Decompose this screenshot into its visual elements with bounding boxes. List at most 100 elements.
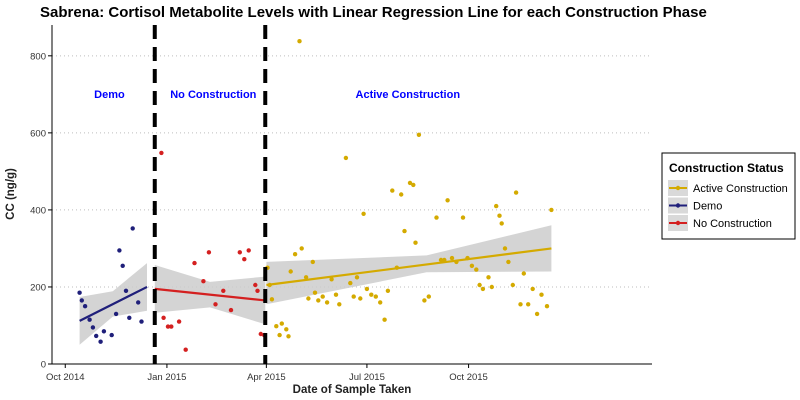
data-point	[320, 294, 325, 299]
data-point	[310, 259, 315, 265]
data-point	[489, 284, 494, 290]
data-point	[506, 259, 511, 265]
data-point	[136, 300, 141, 305]
data-point	[176, 319, 182, 324]
data-point	[486, 275, 491, 280]
data-point	[460, 215, 466, 220]
data-point	[394, 265, 399, 270]
data-point	[422, 298, 427, 303]
data-point	[253, 282, 258, 288]
data-point	[449, 255, 455, 261]
data-point	[201, 279, 206, 284]
data-point	[120, 263, 125, 268]
x-axis-ticks: Oct 2014 Jan 2015 Apr 2015 Jul 2015 Oct 2015	[46, 364, 488, 383]
data-point	[267, 282, 272, 288]
data-point	[358, 296, 363, 301]
y-tick-label: 800	[30, 51, 46, 62]
data-point	[497, 213, 502, 218]
data-point	[416, 132, 422, 137]
phase-label: No Construction	[170, 89, 256, 101]
x-tick-label: Oct 2014	[46, 372, 85, 383]
data-point	[530, 286, 535, 292]
data-point	[130, 226, 135, 231]
data-point	[526, 302, 531, 307]
data-point	[113, 311, 119, 317]
data-point	[445, 198, 450, 203]
data-point	[303, 275, 309, 280]
regression-line-demo	[79, 285, 148, 322]
data-point	[465, 255, 470, 261]
data-point	[361, 211, 366, 216]
x-tick-label: Apr 2015	[247, 372, 286, 383]
data-point	[426, 294, 431, 299]
data-point	[518, 302, 523, 307]
data-point	[480, 286, 486, 292]
data-point	[274, 324, 279, 329]
data-point	[279, 321, 284, 326]
data-point	[246, 248, 251, 253]
y-axis-ticks: 0 200 400 600 800	[30, 51, 52, 371]
data-point	[101, 329, 107, 334]
x-axis-title: Date of Sample Taken	[293, 384, 412, 396]
data-point	[77, 290, 82, 295]
data-point	[373, 294, 378, 299]
data-point	[255, 288, 260, 293]
y-tick-label: 200	[30, 282, 46, 293]
data-point	[221, 288, 226, 293]
data-point	[348, 280, 353, 286]
data-point	[499, 221, 504, 226]
data-point	[94, 333, 99, 339]
data-point	[117, 248, 122, 253]
data-point	[98, 339, 103, 344]
grid	[52, 55, 652, 288]
y-tick-label: 400	[30, 205, 46, 216]
data-point	[343, 155, 349, 161]
phase-label: Demo	[94, 89, 125, 101]
data-point	[192, 260, 197, 266]
data-point	[351, 294, 356, 299]
data-point	[369, 292, 374, 297]
regression-line-no-construction	[154, 287, 266, 302]
x-tick-label: Jul 2015	[349, 372, 385, 383]
legend-label: Active Construction	[693, 183, 788, 195]
data-point	[513, 190, 519, 195]
data-point	[385, 288, 391, 293]
data-point	[228, 307, 234, 313]
data-point	[237, 250, 242, 255]
confidence-band-active-construction	[266, 225, 552, 305]
phase-dividers	[152, 25, 268, 364]
data-point	[413, 240, 418, 245]
data-point	[544, 304, 550, 309]
data-point	[442, 257, 447, 263]
data-point	[87, 317, 92, 322]
data-point	[127, 315, 132, 320]
data-point	[82, 304, 88, 309]
data-point	[123, 288, 129, 293]
data-point	[90, 325, 96, 330]
legend: Construction Status Active Construction D…	[661, 152, 796, 240]
data-point	[534, 311, 540, 317]
data-point	[411, 182, 416, 188]
data-point	[79, 298, 85, 303]
data-point	[306, 296, 311, 301]
data-point	[477, 282, 482, 288]
data-point	[161, 315, 166, 320]
data-point	[474, 267, 479, 272]
data-point	[286, 334, 291, 339]
data-point	[299, 246, 304, 251]
data-point	[434, 215, 439, 220]
data-point	[539, 292, 544, 297]
data-point	[312, 290, 318, 295]
data-point	[292, 252, 298, 257]
data-point	[109, 332, 114, 338]
data-point	[297, 39, 302, 44]
data-point	[494, 203, 499, 209]
data-point	[284, 327, 289, 332]
data-point	[390, 188, 395, 193]
y-tick-label: 0	[41, 360, 46, 371]
chart-title: Sabrena: Cortisol Metabolite Levels with…	[40, 4, 707, 21]
data-point	[329, 277, 334, 282]
data-point	[316, 298, 321, 303]
data-point	[288, 269, 293, 274]
